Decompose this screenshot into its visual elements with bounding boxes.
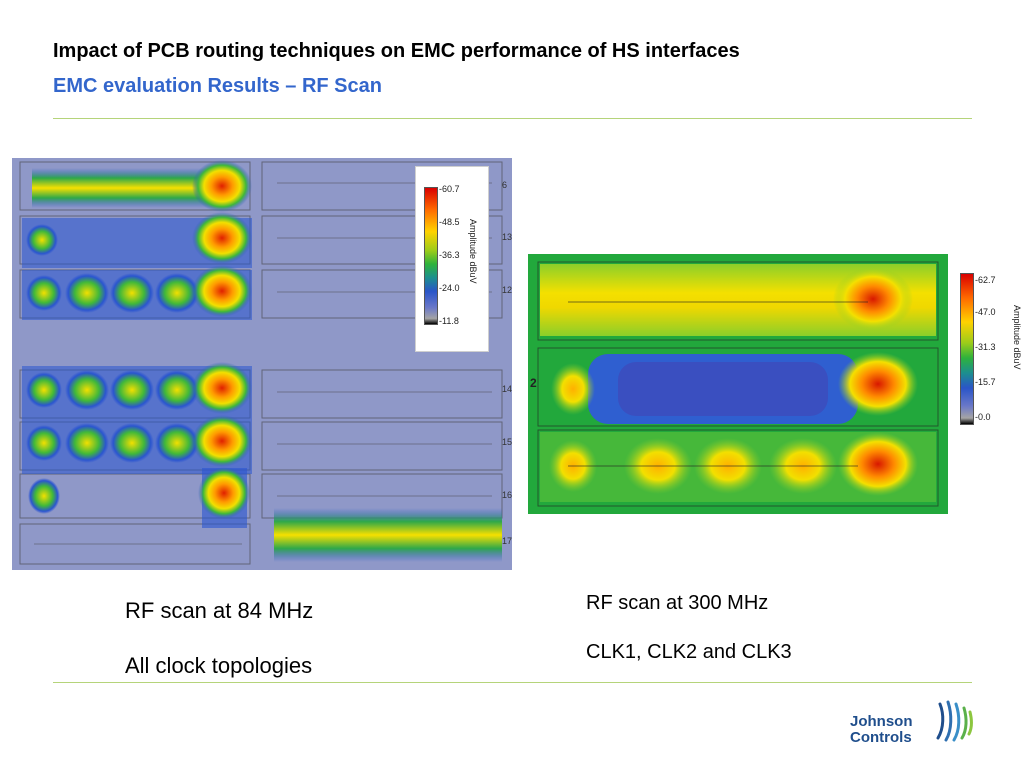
board-row-number: 14 (502, 384, 512, 394)
logo-line1: Johnson (850, 713, 913, 730)
johnson-controls-wave-icon (936, 700, 973, 742)
rf-scan-300mhz-image: 2 (528, 254, 948, 514)
amplitude-legend-300mhz: -62.7 -47.0 -31.3 -15.7 -0.0 Amplitude d… (952, 265, 1024, 430)
legend-tick: -24.0 (439, 283, 460, 293)
legend-tick: -48.5 (439, 217, 460, 227)
caption-84mhz-line2: All clock topologies (125, 653, 313, 678)
color-scale-bar (424, 187, 438, 325)
board-row-number: 13 (502, 232, 512, 242)
board-row-number: 15 (502, 437, 512, 447)
board-row-number: 2 (530, 376, 537, 390)
legend-tick: -11.8 (439, 316, 459, 326)
johnson-controls-logo: Johnson Controls (850, 700, 980, 756)
caption-300mhz-line1: RF scan at 300 MHz (586, 592, 769, 614)
legend-axis-label: Amplitude dBuV (468, 219, 478, 284)
caption-300mhz-line2: CLK1, CLK2 and CLK3 (586, 641, 792, 663)
logo-line2: Controls (850, 729, 912, 746)
board-row-number: 16 (502, 490, 512, 500)
legend-tick: -36.3 (439, 250, 460, 260)
board-row-number: 12 (502, 285, 512, 295)
logo-text: Johnson Controls (850, 714, 913, 746)
legend-tick: -62.7 (975, 275, 996, 285)
legend-tick: -15.7 (975, 377, 996, 387)
top-divider (53, 118, 972, 119)
legend-axis-label: Amplitude dBuV (1012, 305, 1022, 370)
slide-title: Impact of PCB routing techniques on EMC … (53, 40, 740, 62)
board-row-number: 6 (502, 180, 508, 190)
legend-tick: -31.3 (975, 342, 996, 352)
caption-84mhz-line1: RF scan at 84 MHz (125, 598, 314, 623)
legend-tick: -47.0 (975, 307, 996, 317)
legend-tick: -60.7 (439, 184, 460, 194)
amplitude-legend-84mhz: -60.7 -48.5 -36.3 -24.0 -11.8 Amplitude … (415, 166, 489, 352)
slide-subtitle: EMC evaluation Results – RF Scan (53, 75, 382, 97)
bottom-divider (53, 682, 972, 683)
legend-tick: -0.0 (975, 412, 991, 422)
board-row-number: 17 (502, 536, 512, 546)
rf-scan-84mhz-image: -60.7 -48.5 -36.3 -24.0 -11.8 Amplitude … (12, 158, 512, 570)
color-scale-bar (960, 273, 974, 425)
